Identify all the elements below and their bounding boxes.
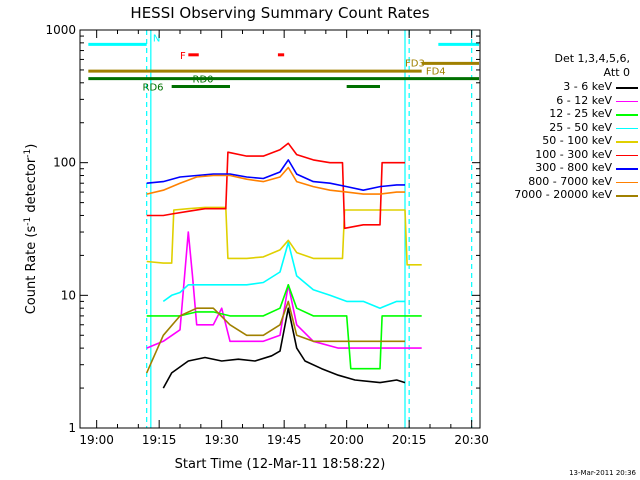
series-line-0	[162, 307, 406, 389]
legend-label: 300 - 800 keV	[535, 161, 612, 174]
legend-swatch	[616, 181, 638, 184]
legend-label: 6 - 12 keV	[556, 93, 612, 107]
series-line-3	[162, 241, 405, 310]
series-line-2	[146, 283, 422, 370]
legend-swatch	[616, 114, 638, 116]
y-label-main: Count Rate (s	[24, 226, 39, 315]
legend-entry: 6 - 12 keV	[480, 94, 640, 108]
legend-entry: 25 - 50 keV	[480, 121, 640, 135]
legend-swatch	[616, 168, 638, 170]
x-tick-label: 20:00	[329, 433, 364, 447]
flag-label-n: N	[153, 33, 160, 44]
x-tick-label: 20:15	[392, 433, 427, 447]
legend-label: 7000 - 20000 keV	[514, 188, 612, 201]
legend-entry: 3 - 6 keV	[480, 80, 640, 94]
legend-swatch	[616, 154, 638, 157]
vertical-markers	[146, 30, 473, 428]
legend-label: 3 - 6 keV	[563, 80, 612, 93]
y-tick-label: 100	[53, 156, 76, 170]
x-axis-label: Start Time (12-Mar-11 18:58:22)	[175, 457, 386, 472]
x-tick-label: 19:45	[267, 433, 302, 447]
legend: Det 1,3,4,5,6, Att 0 3 - 6 keV 6 - 12 keV…	[480, 52, 640, 202]
y-axis-label: Count Rate (s-1 detector-1)	[23, 144, 39, 315]
legend-swatch	[616, 87, 638, 89]
x-tick-label: 19:30	[204, 433, 239, 447]
legend-entry: 7000 - 20000 keV	[480, 188, 640, 202]
flag-label-fd4: FD4	[426, 67, 446, 78]
legend-label: 50 - 100 keV	[542, 134, 612, 147]
legend-header-1: Det 1,3,4,5,6,	[554, 52, 630, 65]
series-lines	[145, 142, 422, 389]
legend-entry: 50 - 100 keV	[480, 134, 640, 148]
legend-swatch	[616, 100, 638, 103]
series-line-4	[146, 206, 422, 266]
legend-entry: 12 - 25 keV	[480, 107, 640, 121]
chart-title: HESSI Observing Summary Count Rates	[130, 4, 429, 22]
series-line-1	[146, 231, 422, 349]
legend-label: 100 - 300 keV	[535, 147, 612, 161]
legend-swatch	[616, 141, 638, 143]
y-label-mid: detector	[24, 157, 39, 217]
y-tick-label: 10	[61, 288, 76, 302]
series-line-7	[146, 166, 405, 195]
legend-entries: 3 - 6 keV 6 - 12 keV 12 - 25 keV 25 - 50 ke…	[480, 80, 640, 202]
legend-label: 12 - 25 keV	[549, 107, 612, 120]
legend-entry: 100 - 300 keV	[480, 148, 640, 162]
flag-label-f: F	[180, 51, 186, 62]
series-line-6	[146, 159, 405, 191]
x-tick-label: 19:00	[79, 433, 114, 447]
y-label-sup2: -1	[23, 149, 33, 158]
legend-label: 25 - 50 keV	[549, 120, 612, 134]
y-label-end: )	[24, 144, 39, 149]
flag-label-rd0: RD0	[193, 74, 214, 85]
y-axis: 1 10 100 1000	[45, 23, 480, 435]
timestamp: 13-Mar-2011 20:36	[569, 469, 636, 477]
x-tick-label: 20:30	[454, 433, 489, 447]
x-axis: 19:00 19:15 19:30 19:45 20:00 20:15 20:30	[79, 30, 489, 447]
plot-frame	[79, 29, 481, 429]
flag-label-rd6: RD6	[143, 83, 164, 94]
y-tick-label: 1000	[45, 23, 76, 37]
legend-entry: 800 - 7000 keV	[480, 175, 640, 189]
series-line-8	[145, 300, 405, 374]
y-tick-label: 1	[68, 421, 76, 435]
y-label-sup1: -1	[23, 217, 33, 226]
legend-label: 800 - 7000 keV	[528, 174, 612, 188]
flag-label-fd3: FD3	[405, 58, 425, 69]
x-tick-label: 19:15	[142, 433, 177, 447]
legend-entry: 300 - 800 keV	[480, 161, 640, 175]
series-line-5	[146, 142, 405, 230]
legend-swatch	[616, 127, 638, 130]
legend-swatch	[616, 195, 638, 197]
legend-header-2: Att 0	[603, 66, 630, 79]
